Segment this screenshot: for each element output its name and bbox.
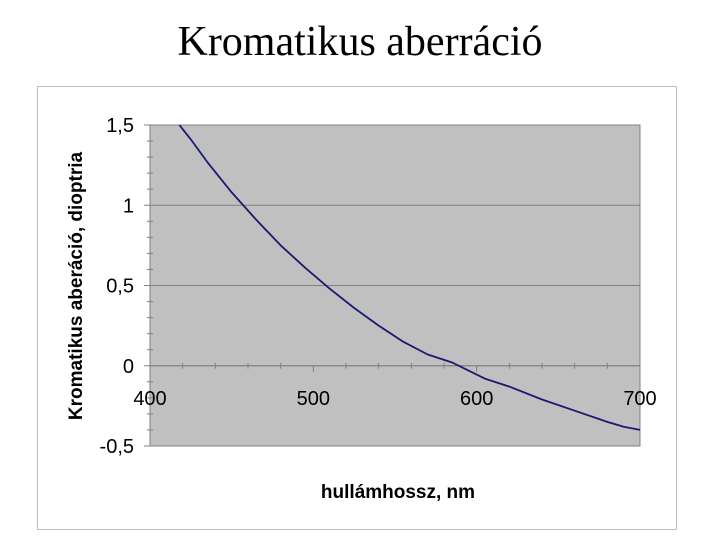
- tick-labels: 1,5 1 0,5 0 -0,5 400 500 600 700: [100, 115, 657, 458]
- y-tick-label: 0: [123, 356, 134, 378]
- x-tick-label: 400: [133, 388, 166, 410]
- x-tick-label: 600: [460, 388, 493, 410]
- y-tick-label: 1: [123, 195, 134, 217]
- page-title: Kromatikus aberráció: [177, 19, 543, 65]
- y-tick-label: -0,5: [100, 436, 134, 458]
- axes: [144, 124, 641, 447]
- series-layer: [178, 124, 641, 431]
- x-tick-label: 500: [297, 388, 330, 410]
- y-axis-title: Kromatikus aberáció, dioptria: [66, 151, 87, 420]
- x-axis-title: hullámhossz, nm: [321, 482, 475, 503]
- x-tick-label: 700: [623, 388, 656, 410]
- y-tick-label: 0,5: [106, 276, 134, 298]
- y-tick-label: 1,5: [106, 115, 134, 137]
- series-line: [178, 124, 641, 431]
